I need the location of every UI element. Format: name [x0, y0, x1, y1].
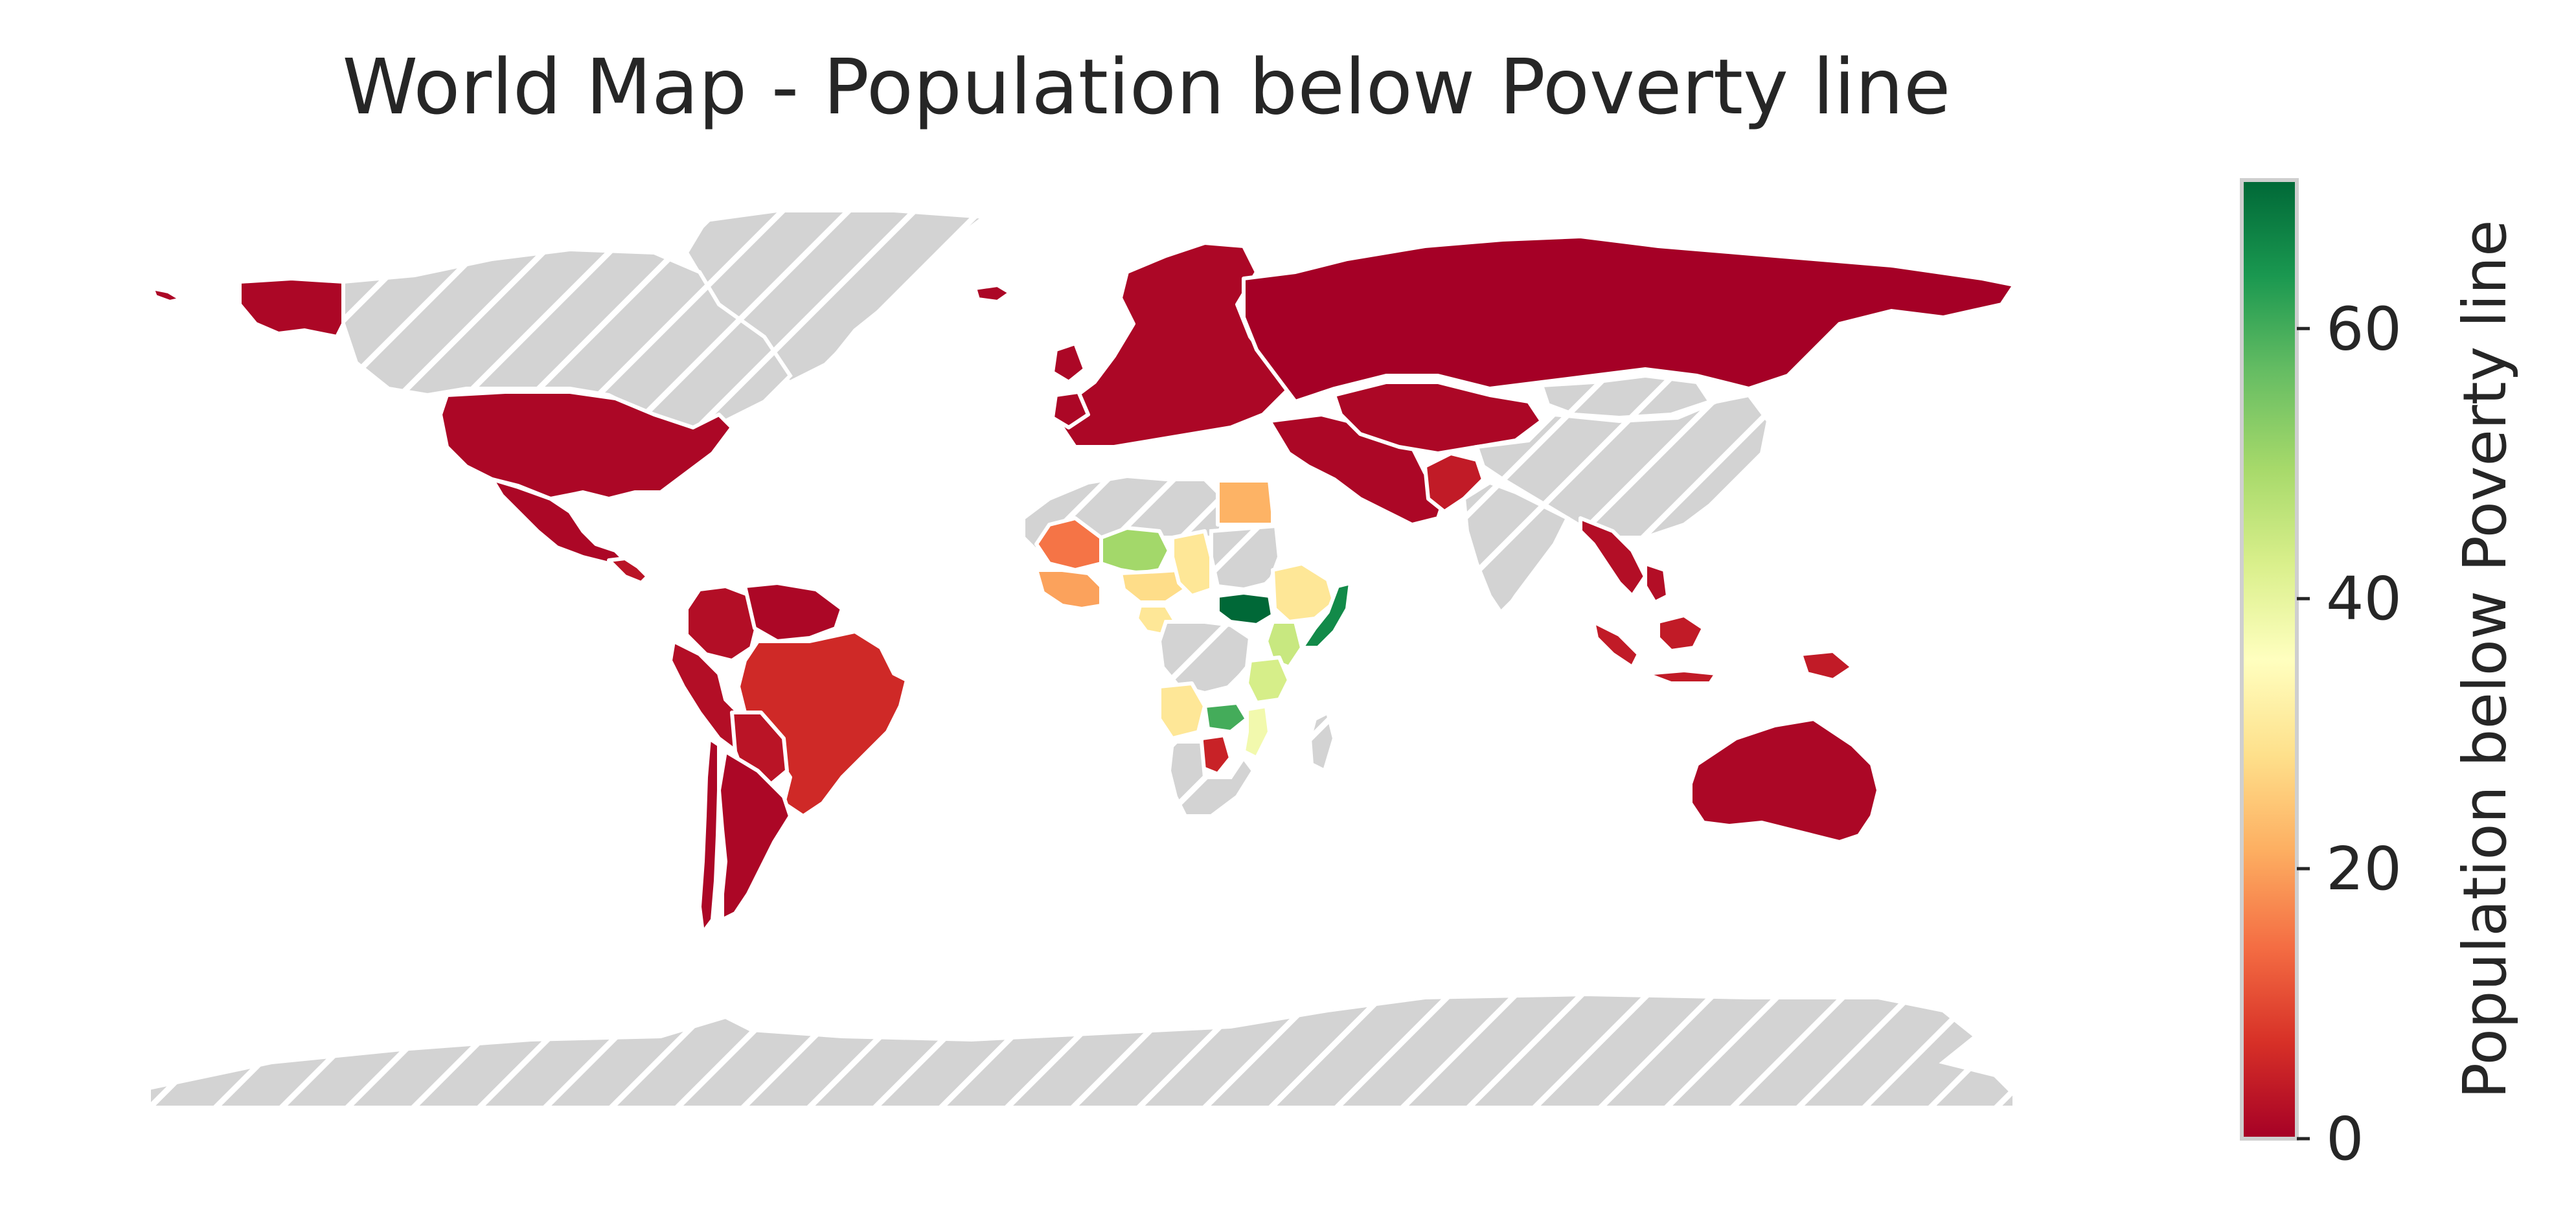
- region-indonesia: [1799, 649, 1854, 682]
- region-india: [1461, 480, 1571, 619]
- region-madagascar: [1307, 709, 1337, 774]
- region-southeast-asia: [1643, 562, 1670, 604]
- region-antarctica: [147, 992, 2016, 1110]
- region-south-sudan: [1216, 591, 1275, 627]
- region-mauritania: [1034, 516, 1103, 572]
- region-central-america: [607, 556, 650, 585]
- world-map: [147, 209, 2016, 1110]
- colorbar-label: Population below Poverty line: [2450, 220, 2520, 1099]
- region-indonesia: [1643, 668, 1718, 685]
- region-botswana: [1200, 733, 1233, 776]
- region-tanzania: [1245, 655, 1291, 705]
- colorbar-tick-label: 20: [2326, 834, 2402, 904]
- region-venezuela: [743, 581, 844, 643]
- region-europe: [1051, 341, 1087, 384]
- region-west-africa: [1034, 568, 1103, 611]
- region-alaska: [150, 286, 183, 304]
- region-iceland: [973, 283, 1012, 304]
- region-angola: [1157, 681, 1207, 740]
- region-chile: [698, 736, 721, 935]
- colorbar-tick-label: 0: [2326, 1104, 2364, 1174]
- region-southeast-asia: [1579, 516, 1647, 598]
- colorbar-gradient: [2240, 178, 2299, 1141]
- region-china: [1474, 393, 1771, 540]
- region-southern-africa: [1167, 740, 1256, 818]
- region-dr-congo: [1157, 620, 1253, 696]
- region-egypt: [1216, 479, 1275, 527]
- region-argentina: [717, 749, 792, 922]
- region-united-states: [439, 390, 734, 501]
- region-europe: [1051, 390, 1090, 429]
- region-zambia: [1203, 701, 1249, 734]
- region-somalia: [1300, 581, 1352, 650]
- region-russia: [1242, 234, 2016, 404]
- map-title: World Map - Population below Poverty lin…: [343, 42, 1951, 131]
- region-mongolia: [1538, 373, 1713, 420]
- region-sudan: [1209, 523, 1282, 592]
- colorbar: 0 20 40 60 Population below Poverty line: [2240, 178, 2520, 1174]
- region-chad: [1170, 529, 1213, 598]
- region-colombia: [685, 584, 760, 663]
- region-mozambique: [1242, 704, 1271, 760]
- region-indonesia: [1656, 613, 1705, 653]
- colorbar-tick-label: 40: [2326, 564, 2402, 633]
- region-australia: [1689, 717, 1880, 844]
- region-niger: [1119, 568, 1187, 604]
- region-europe: [1060, 241, 1291, 449]
- region-pakistan: [1423, 451, 1485, 514]
- region-alaska: [238, 277, 345, 339]
- colorbar-tick-label: 60: [2326, 294, 2402, 363]
- region-indonesia: [1591, 620, 1641, 669]
- region-kenya: [1264, 620, 1304, 669]
- region-ethiopia: [1271, 562, 1336, 624]
- region-mali: [1099, 526, 1171, 575]
